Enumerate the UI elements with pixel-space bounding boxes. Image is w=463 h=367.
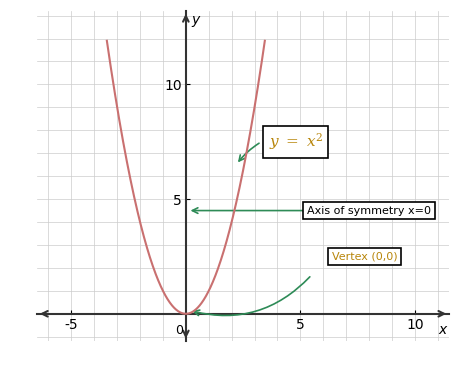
Text: Axis of symmetry x=0: Axis of symmetry x=0 — [307, 206, 431, 215]
Text: 0: 0 — [175, 324, 183, 338]
Text: $y\ =\ x^2$: $y\ =\ x^2$ — [269, 131, 323, 152]
Text: y: y — [191, 13, 199, 27]
Text: Vertex (0,0): Vertex (0,0) — [332, 251, 397, 261]
Text: x: x — [438, 323, 446, 337]
